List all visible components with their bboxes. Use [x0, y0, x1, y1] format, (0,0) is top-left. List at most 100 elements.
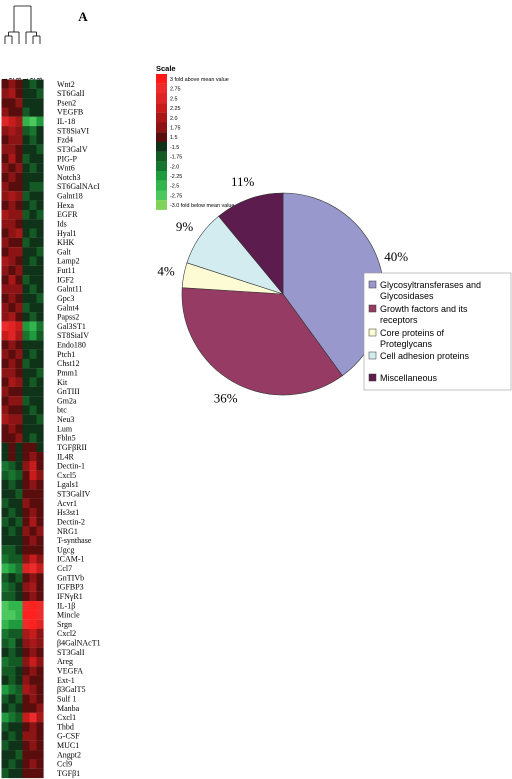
- heat-cell: [36, 740, 44, 751]
- heat-cell: [22, 172, 30, 183]
- heat-cell: [22, 116, 30, 127]
- pie-percent-label: 40%: [384, 249, 408, 264]
- heat-cell: [29, 181, 37, 192]
- heat-cell: [8, 675, 16, 685]
- heat-cell: [15, 247, 23, 257]
- heat-cell: [8, 563, 16, 574]
- heat-cell: [36, 675, 44, 685]
- heat-cell: [36, 303, 44, 313]
- heat-cell: [22, 591, 30, 602]
- scale-label: -1.75: [170, 155, 182, 161]
- heat-cell: [1, 228, 9, 238]
- heat-cell: [8, 247, 16, 257]
- heat-cell: [15, 358, 23, 369]
- heat-cell: [1, 349, 9, 359]
- heat-cell: [29, 712, 37, 723]
- heat-cell: [29, 684, 37, 695]
- heatmap-row-label: Pmm1: [57, 368, 78, 377]
- heat-cell: [1, 107, 9, 117]
- heat-cell: [1, 154, 9, 164]
- heat-cell: [8, 358, 16, 369]
- heat-cell: [1, 647, 9, 658]
- heat-cell: [36, 405, 44, 415]
- heat-cell: [1, 247, 9, 257]
- heat-cell: [29, 126, 37, 136]
- scale-swatch: [156, 122, 167, 133]
- heat-cell: [1, 526, 9, 536]
- heat-cell: [1, 479, 9, 490]
- heat-cell: [1, 237, 9, 248]
- heat-cell: [22, 750, 30, 760]
- heat-cell: [36, 638, 44, 648]
- heat-cell: [29, 517, 37, 527]
- heat-cell: [15, 554, 23, 564]
- heat-cell: [36, 647, 44, 658]
- scale-swatch: [156, 103, 167, 113]
- heat-cell: [22, 163, 30, 173]
- heat-cell: [22, 740, 30, 751]
- heat-cell: [8, 507, 16, 518]
- heat-cell: [1, 582, 9, 592]
- heat-cell: [8, 200, 16, 210]
- heatmap-row-label: Cxcl1: [57, 713, 76, 722]
- heat-cell: [29, 535, 37, 546]
- heatmap-row-label: Psen2: [57, 98, 76, 107]
- heat-cell: [36, 265, 44, 276]
- heat-cell: [15, 79, 23, 89]
- heatmap-row-label: Wnt6: [57, 164, 75, 173]
- heat-cell: [1, 740, 9, 751]
- heat-cell: [36, 573, 44, 583]
- heat-cell: [29, 526, 37, 536]
- heat-cell: [15, 237, 23, 248]
- heat-cell: [8, 126, 16, 136]
- heatmap-row-label: IGF2: [57, 275, 74, 284]
- heatmap-row-label: Neu3: [57, 415, 74, 424]
- heat-cell: [1, 675, 9, 685]
- heat-cell: [15, 768, 23, 779]
- heat-cell: [29, 479, 37, 490]
- heat-cell: [29, 209, 37, 220]
- heat-cell: [36, 554, 44, 564]
- heatmap-row-label: btc: [57, 406, 67, 415]
- heat-cell: [22, 88, 30, 99]
- heat-cell: [29, 619, 37, 630]
- heat-cell: [15, 507, 23, 518]
- heatmap-row-label: Fzd4: [57, 136, 73, 145]
- heat-cell: [1, 656, 9, 667]
- heat-cell: [1, 517, 9, 527]
- heatmap-row-label: Hs3st1: [57, 508, 79, 517]
- heat-cell: [8, 312, 16, 322]
- heat-cell: [36, 452, 44, 462]
- heat-cell: [15, 414, 23, 425]
- heat-cell: [1, 321, 9, 332]
- heat-cell: [29, 200, 37, 210]
- heat-cell: [15, 172, 23, 183]
- heat-cell: [36, 526, 44, 536]
- heatmap-row-label: NRG1: [57, 527, 78, 536]
- heat-cell: [29, 79, 37, 89]
- heat-cell: [29, 470, 37, 481]
- heatmap-row-label: Areg: [57, 657, 73, 666]
- heat-cell: [1, 256, 9, 266]
- heat-cell: [22, 247, 30, 257]
- heat-cell: [29, 219, 37, 229]
- heat-cell: [22, 666, 30, 676]
- heat-cell: [22, 405, 30, 415]
- heat-cell: [1, 265, 9, 276]
- heat-cell: [8, 414, 16, 425]
- heatmap-row-label: Manba: [57, 704, 80, 713]
- heat-cell: [22, 554, 30, 564]
- heat-cell: [1, 209, 9, 220]
- heatmap-row-label: Thbd: [57, 722, 74, 731]
- heat-cell: [15, 116, 23, 127]
- heat-cell: [8, 349, 16, 359]
- heat-cell: [1, 731, 9, 741]
- heat-cell: [15, 601, 23, 611]
- heatmap-row-label: Endo180: [57, 341, 86, 350]
- heat-cell: [29, 237, 37, 248]
- heat-cell: [8, 582, 16, 592]
- heat-cell: [1, 340, 9, 350]
- heatmap-row-label: ST8SiaIV: [57, 331, 89, 340]
- heatmap-row-label: Gm2a: [57, 396, 77, 405]
- heat-cell: [22, 79, 30, 89]
